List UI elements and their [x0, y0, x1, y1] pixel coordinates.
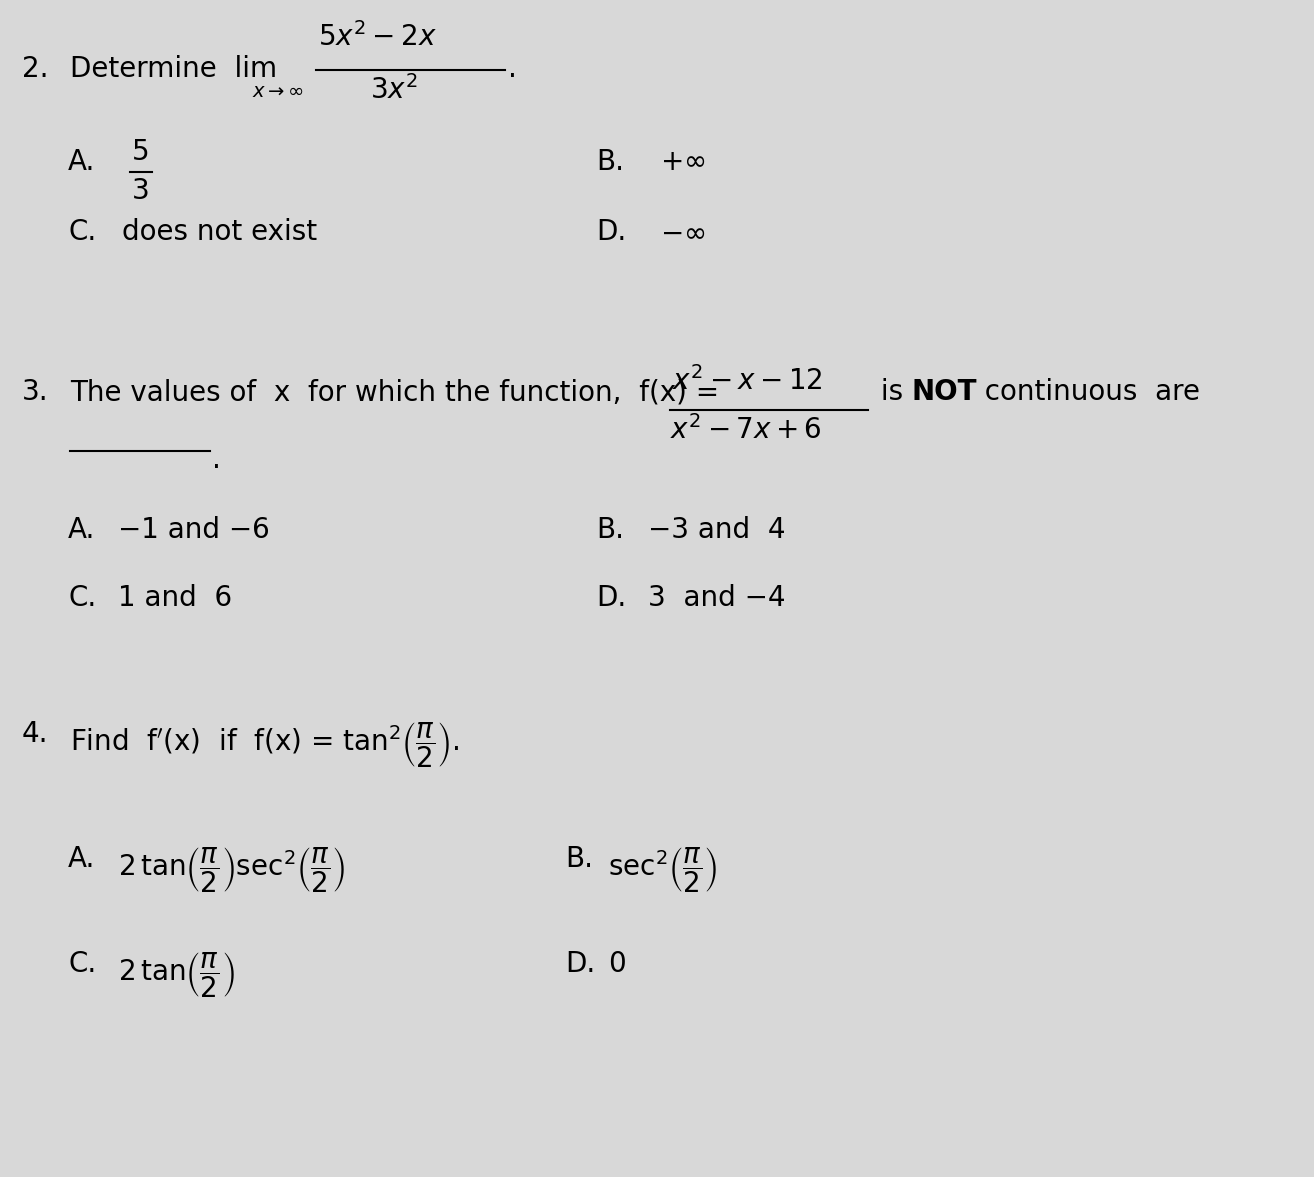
Text: $\sec^2\!\left(\dfrac{\pi}{2}\right)$: $\sec^2\!\left(\dfrac{\pi}{2}\right)$ [608, 845, 717, 895]
Text: The values of  x  for which the function,  f(x) =: The values of x for which the function, … [70, 378, 719, 406]
Text: C.: C. [68, 950, 96, 978]
Text: −1 and −6: −1 and −6 [118, 516, 269, 544]
Text: A.: A. [68, 516, 96, 544]
Text: 3: 3 [131, 177, 150, 205]
Text: does not exist: does not exist [122, 218, 317, 246]
Text: $x^2 - x - 12$: $x^2 - x - 12$ [671, 366, 823, 395]
Text: 3  and −4: 3 and −4 [648, 584, 786, 612]
Text: is: is [872, 378, 921, 406]
Text: B.: B. [597, 148, 624, 177]
Text: 3.: 3. [22, 378, 49, 406]
Text: $x^2 - 7x + 6$: $x^2 - 7x + 6$ [670, 415, 821, 445]
Text: $+\infty$: $+\infty$ [660, 148, 706, 177]
Text: C.: C. [68, 584, 96, 612]
Text: $2\,\tan\!\left(\dfrac{\pi}{2}\right)\sec^2\!\left(\dfrac{\pi}{2}\right)$: $2\,\tan\!\left(\dfrac{\pi}{2}\right)\se… [118, 845, 346, 895]
Text: B.: B. [597, 516, 624, 544]
Text: 2.: 2. [22, 55, 49, 84]
Text: 0: 0 [608, 950, 625, 978]
Text: D.: D. [597, 218, 627, 246]
Text: 1 and  6: 1 and 6 [118, 584, 233, 612]
Text: Find  f$'$(x)  if  f(x) = tan$^2$$\left(\dfrac{\pi}{2}\right)$.: Find f$'$(x) if f(x) = tan$^2$$\left(\df… [70, 720, 460, 770]
Text: C.: C. [68, 218, 96, 246]
Text: $2\,\tan\!\left(\dfrac{\pi}{2}\right)$: $2\,\tan\!\left(\dfrac{\pi}{2}\right)$ [118, 950, 235, 999]
Text: $3x^2$: $3x^2$ [371, 75, 418, 105]
Text: $5x^2 - 2x$: $5x^2 - 2x$ [318, 22, 438, 52]
Text: .: . [212, 446, 221, 474]
Text: continuous  are: continuous are [967, 378, 1200, 406]
Text: Determine  lim: Determine lim [70, 55, 277, 84]
Text: $x\rightarrow\infty$: $x\rightarrow\infty$ [252, 82, 305, 101]
Text: 4.: 4. [22, 720, 49, 749]
Text: D.: D. [565, 950, 595, 978]
Text: $-\infty$: $-\infty$ [660, 218, 706, 246]
Text: NOT: NOT [912, 378, 978, 406]
Text: D.: D. [597, 584, 627, 612]
Text: 5: 5 [131, 138, 150, 166]
Text: A.: A. [68, 845, 96, 873]
Text: A.: A. [68, 148, 96, 177]
Text: .: . [509, 55, 516, 84]
Text: B.: B. [565, 845, 593, 873]
Text: −3 and  4: −3 and 4 [648, 516, 786, 544]
